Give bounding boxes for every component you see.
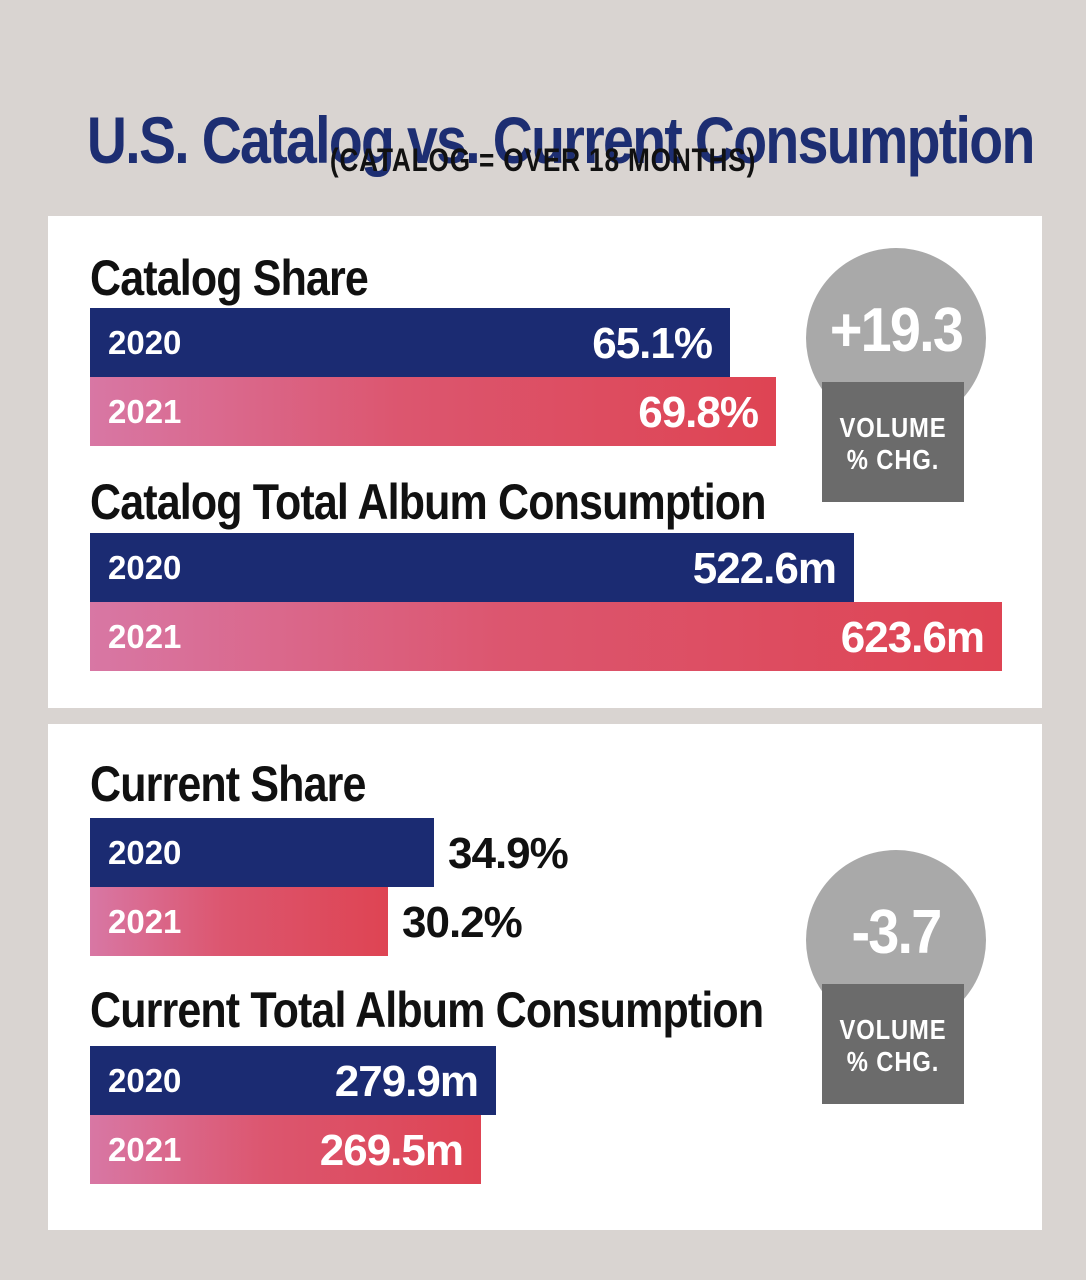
bar-value-label: 34.9% <box>448 829 569 878</box>
bar-category-label: 2021 <box>108 618 182 655</box>
bar-category-label: 2020 <box>108 834 182 871</box>
current-volume-change-badge: -3.7 VOLUME % CHG. <box>806 850 986 1110</box>
bar-value-label: 522.6m <box>692 544 837 593</box>
bar-2020: 2020 34.9% <box>90 818 569 887</box>
bar-2021: 2021 269.5m <box>90 1115 481 1184</box>
badge-label-line1: VOLUME <box>839 1014 947 1045</box>
bar-value-label: 623.6m <box>840 613 985 662</box>
bar-value-label: 30.2% <box>402 898 523 947</box>
badge-value: +19.3 <box>829 296 964 365</box>
catalog-panel: Catalog Share 2020 65.1% 2021 69.8% Catalog… <box>48 216 1042 708</box>
bar-category-label: 2020 <box>108 1062 182 1099</box>
badge-label-box: VOLUME % CHG. <box>822 382 964 502</box>
bar-category-label: 2020 <box>108 324 182 361</box>
bar-2021: 2021 30.2% <box>90 887 523 956</box>
bar-value-label: 65.1% <box>592 319 713 368</box>
badge-label-line2: % CHG. <box>846 444 940 475</box>
bar-category-label: 2021 <box>108 1131 182 1168</box>
bar-2020: 2020 65.1% <box>90 308 730 377</box>
bar-value-label: 269.5m <box>319 1126 464 1175</box>
bar-category-label: 2020 <box>108 549 182 586</box>
badge-label-line2: % CHG. <box>846 1046 940 1077</box>
catalog-share-heading: Catalog Share <box>90 250 369 306</box>
bar-category-label: 2021 <box>108 393 182 430</box>
bar-value-label: 279.9m <box>334 1057 479 1106</box>
bar-2020: 2020 522.6m <box>90 533 854 602</box>
badge-label-box: VOLUME % CHG. <box>822 984 964 1104</box>
bar-2021: 2021 623.6m <box>90 602 1002 671</box>
bar-category-label: 2021 <box>108 903 182 940</box>
badge-value: -3.7 <box>851 898 943 967</box>
current-share-heading: Current Share <box>90 756 366 812</box>
page-title: U.S. Catalog vs. Current Consumption <box>86 103 1035 178</box>
bar-2021: 2021 69.8% <box>90 377 776 446</box>
current-panel: Current Share 2020 34.9% 2021 30.2% Current… <box>48 724 1042 1230</box>
bar-2020: 2020 279.9m <box>90 1046 496 1115</box>
badge-label-line1: VOLUME <box>839 412 947 443</box>
bar-value-label: 69.8% <box>638 388 759 437</box>
page-subtitle: (CATALOG = OVER 18 MONTHS) <box>329 142 757 178</box>
current-consumption-heading: Current Total Album Consumption <box>90 982 764 1038</box>
catalog-consumption-heading: Catalog Total Album Consumption <box>90 474 766 530</box>
catalog-volume-change-badge: +19.3 VOLUME % CHG. <box>806 248 986 508</box>
